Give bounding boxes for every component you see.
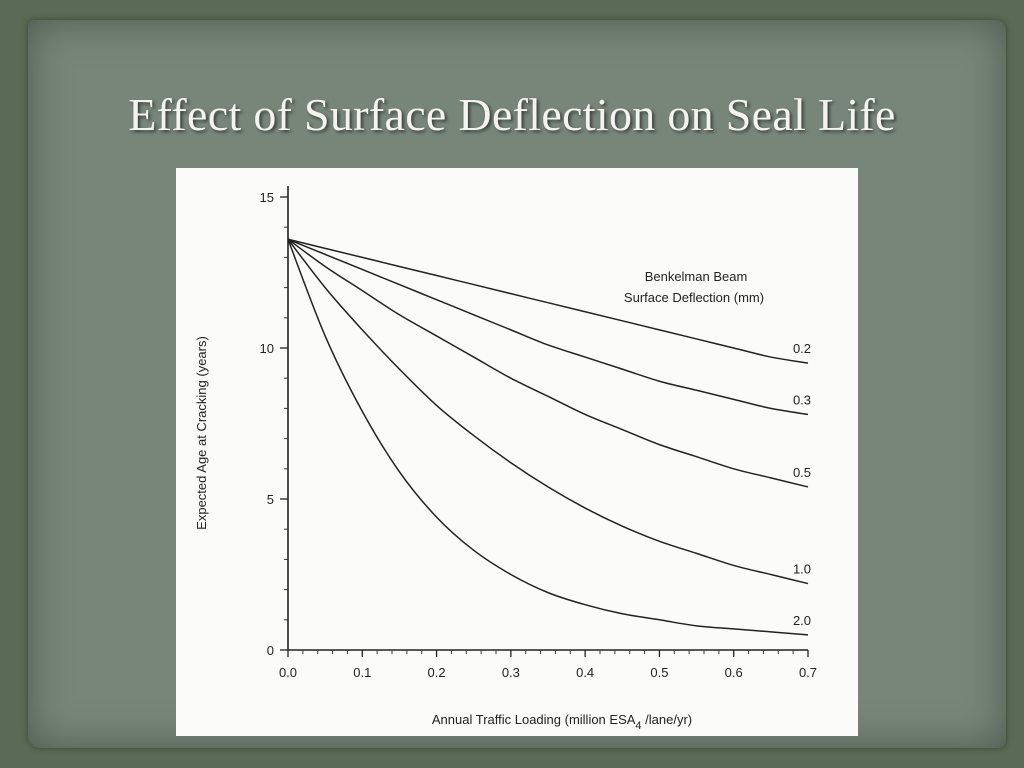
y-tick-label-2: 10 <box>260 341 274 356</box>
series-line-0-2 <box>287 238 809 364</box>
x-axis-label-subscript: 4 <box>635 720 641 732</box>
y-tick-label-0: 0 <box>267 643 274 658</box>
series-line-1-0 <box>287 238 809 585</box>
series-line-0-5 <box>287 238 809 488</box>
ticks: 0.0 0.1 0.2 0.3 0.4 0.5 0.6 0.7 0 5 10 15 <box>260 190 818 680</box>
series-label-0-3: 0.3 <box>793 392 811 407</box>
legend-title-line-1: Benkelman Beam <box>645 269 748 284</box>
x-tick-label-3: 0.3 <box>502 665 520 680</box>
series-labels: 0.2 0.3 0.5 1.0 2.0 <box>793 341 811 628</box>
y-tick-label-3: 15 <box>260 190 274 205</box>
y-tick-label-1: 5 <box>267 492 274 507</box>
x-tick-label-4: 0.4 <box>576 665 594 680</box>
series-label-2-0: 2.0 <box>793 613 811 628</box>
series-label-0-2: 0.2 <box>793 341 811 356</box>
x-axis-label-end: /lane/yr) <box>642 712 693 727</box>
series-label-0-5: 0.5 <box>793 465 811 480</box>
x-tick-label-2: 0.2 <box>428 665 446 680</box>
series-lines <box>287 238 809 636</box>
x-axis-label: Annual Traffic Loading (million ESA4 /la… <box>432 712 692 732</box>
slide-title: Effect of Surface Deflection on Seal Lif… <box>128 89 896 140</box>
chart-card: 0.0 0.1 0.2 0.3 0.4 0.5 0.6 0.7 0 5 10 15 0.2 0.3 0.5… <box>176 168 858 736</box>
line-chart: 0.0 0.1 0.2 0.3 0.4 0.5 0.6 0.7 0 5 10 15 0.2 0.3 0.5… <box>194 186 818 732</box>
legend-title-line-2: Surface Deflection (mm) <box>624 290 764 305</box>
x-tick-label-1: 0.1 <box>353 665 371 680</box>
series-line-2-0 <box>287 239 809 636</box>
axes <box>287 186 808 651</box>
y-axis-label: Expected Age at Cracking (years) <box>194 336 209 530</box>
x-axis-label-main: Annual Traffic Loading (million ESA <box>432 712 636 727</box>
x-tick-label-7: 0.7 <box>799 665 817 680</box>
series-label-1-0: 1.0 <box>793 562 811 577</box>
x-tick-label-5: 0.5 <box>650 665 668 680</box>
x-tick-label-0: 0.0 <box>279 665 297 680</box>
series-line-0-3 <box>287 238 809 416</box>
x-tick-label-6: 0.6 <box>725 665 743 680</box>
